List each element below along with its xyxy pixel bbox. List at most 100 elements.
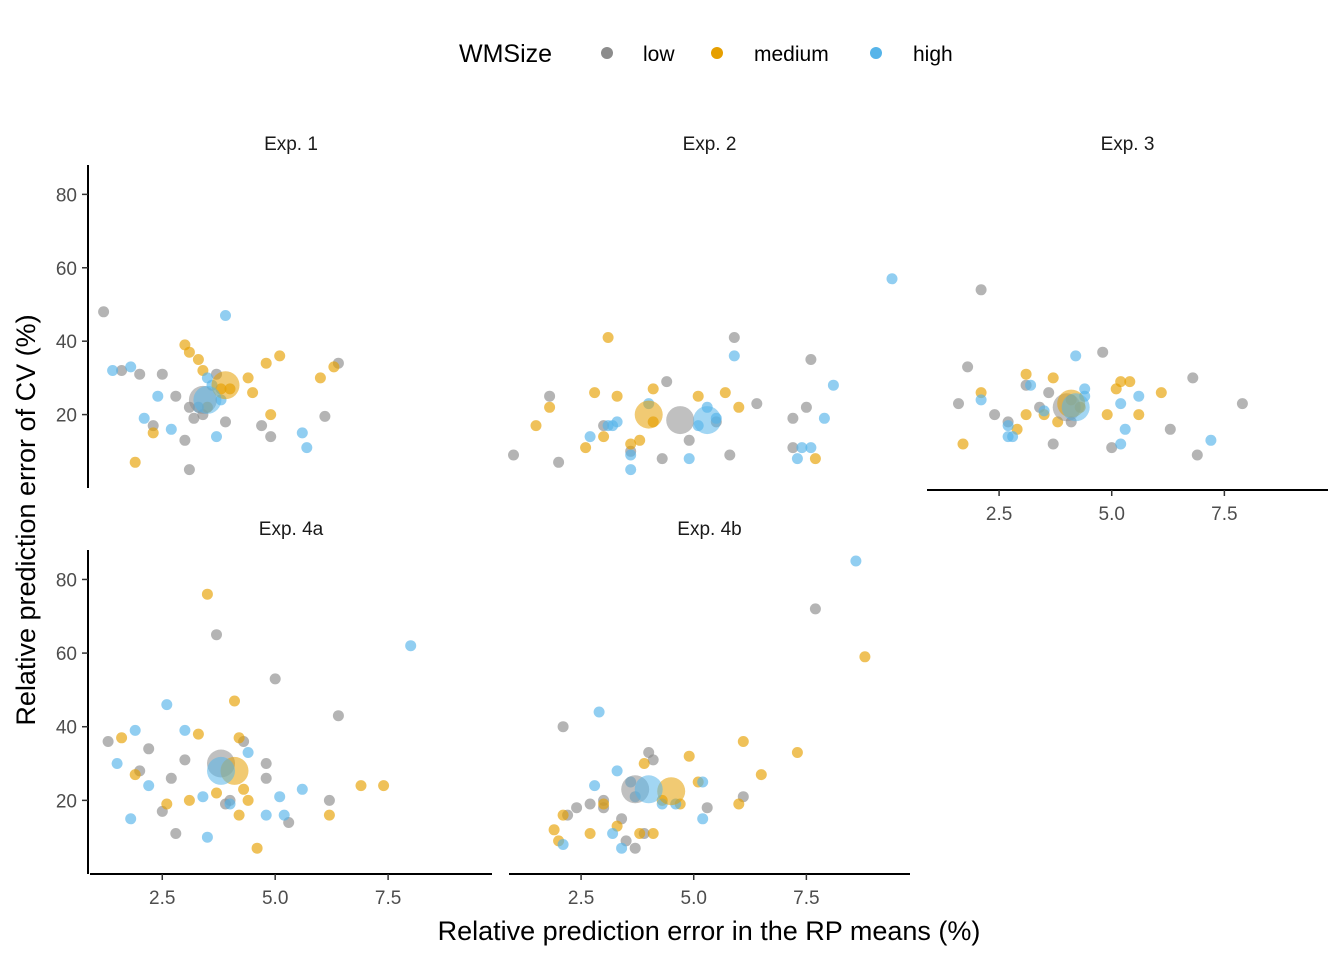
point-high	[260, 809, 272, 821]
point-high	[975, 394, 987, 406]
x-axis-title: Relative prediction error in the RP mean…	[438, 916, 981, 946]
point-high	[625, 449, 637, 461]
point-medium	[1133, 409, 1145, 421]
point-medium	[634, 434, 646, 446]
point-high	[805, 442, 817, 454]
x-tick-label: 5.0	[1099, 504, 1125, 525]
point-low	[323, 794, 335, 806]
point-medium	[129, 456, 141, 468]
point-high	[1133, 390, 1145, 402]
y-tick-label: 60	[56, 644, 77, 665]
point-low	[544, 390, 556, 402]
point-high	[1115, 438, 1127, 450]
point-low	[183, 464, 195, 476]
point-medium	[719, 387, 731, 399]
point-medium	[242, 794, 254, 806]
point-low	[683, 434, 695, 446]
point-high	[683, 453, 695, 465]
point-low	[256, 420, 268, 432]
legend-title: WMSize	[459, 40, 552, 68]
point-medium	[1101, 409, 1113, 421]
point-medium	[1155, 387, 1167, 399]
mean-point-medium	[657, 777, 686, 806]
point-high	[296, 783, 308, 795]
x-tick-label: 7.5	[375, 888, 401, 909]
mean-point-high	[207, 756, 235, 785]
point-medium	[183, 346, 195, 358]
point-low	[553, 456, 565, 468]
point-high	[1205, 434, 1217, 446]
point-medium	[859, 651, 871, 663]
point-low	[1187, 372, 1199, 384]
x-tick-label: 2.5	[149, 888, 175, 909]
point-medium	[584, 828, 596, 839]
point-medium	[634, 828, 646, 839]
legend-label-low: low	[643, 43, 675, 66]
point-high	[607, 828, 619, 839]
point-low	[989, 409, 1001, 421]
panel-3: Exp. 3 2.5 5.0 7.5	[927, 134, 1328, 525]
point-high	[697, 813, 709, 825]
point-low	[571, 802, 583, 814]
panel-2: Exp. 2	[508, 134, 898, 476]
point-high	[728, 350, 740, 362]
point-high	[165, 423, 177, 435]
x-tick-label: 2.5	[986, 504, 1012, 525]
point-medium	[809, 453, 821, 465]
point-low	[800, 401, 812, 413]
point-high	[125, 813, 137, 825]
point-medium	[544, 401, 556, 413]
legend-key-medium	[711, 47, 723, 59]
point-medium	[251, 842, 263, 854]
point-low	[1047, 438, 1059, 450]
mean-point-low	[666, 406, 695, 435]
point-medium	[638, 758, 650, 769]
point-low	[116, 365, 128, 376]
point-low	[962, 361, 974, 373]
panel-title: Exp. 4b	[677, 519, 741, 540]
point-low	[179, 434, 191, 446]
point-high	[224, 798, 236, 810]
legend-key-high	[870, 47, 882, 59]
point-low	[188, 412, 200, 424]
point-low	[809, 603, 821, 615]
point-low	[134, 368, 146, 380]
point-low	[661, 376, 673, 388]
point-medium	[229, 695, 240, 707]
point-high	[850, 555, 862, 567]
point-medium	[116, 732, 128, 744]
point-high	[625, 464, 637, 476]
point-high	[1070, 350, 1082, 362]
point-medium	[625, 438, 637, 450]
point-medium	[598, 431, 610, 443]
point-medium	[692, 390, 704, 402]
point-high	[697, 776, 709, 788]
point-medium	[737, 736, 749, 747]
point-medium	[557, 809, 569, 821]
point-high	[152, 390, 164, 402]
point-medium	[1020, 368, 1032, 380]
point-medium	[274, 350, 286, 362]
point-medium	[1047, 372, 1059, 384]
point-medium	[602, 332, 614, 343]
point-high	[301, 442, 313, 454]
point-low	[170, 390, 182, 402]
point-medium	[314, 372, 326, 384]
legend-key-low	[601, 47, 613, 59]
x-tick-label: 5.0	[681, 888, 707, 909]
point-high	[125, 361, 137, 373]
point-high	[278, 809, 290, 821]
point-high	[1119, 423, 1131, 435]
point-low	[584, 798, 596, 810]
point-medium	[247, 387, 259, 399]
point-high	[143, 780, 155, 792]
point-medium	[192, 728, 204, 740]
panel-5: Exp. 4b 2.5 5.0 7.5	[509, 519, 910, 909]
panel-title: Exp. 1	[264, 134, 318, 155]
y-tick-label: 20	[56, 791, 77, 812]
point-low	[1097, 346, 1109, 358]
point-high	[179, 724, 191, 736]
panel-title: Exp. 4a	[259, 519, 324, 540]
point-low	[211, 629, 222, 641]
